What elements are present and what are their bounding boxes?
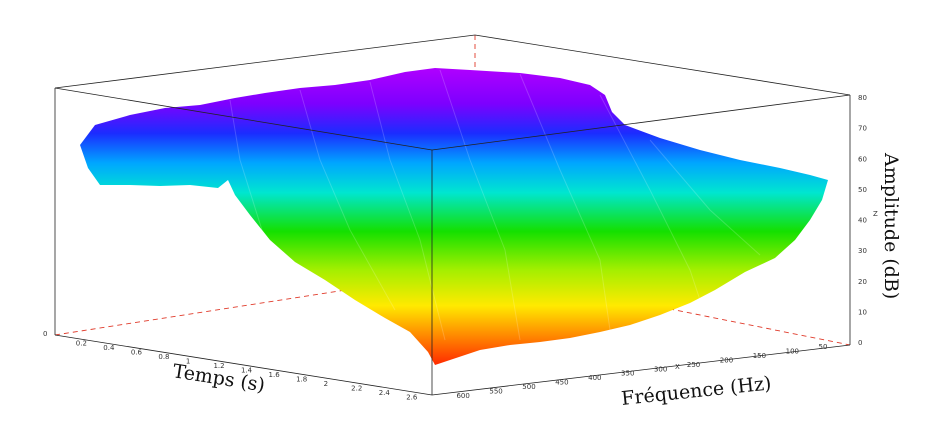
x-tick-label: 0.2 [76,339,87,347]
y-tick-label: 100 [786,348,799,356]
x-tick-label: 2.6 [406,394,418,402]
y-corner-tick: 0 [43,330,47,338]
x-tick-label: 1.2 [213,362,224,370]
x-tick-label: 2 [324,380,328,388]
x-tick-label: 1.6 [269,371,281,379]
surface-ridges [229,69,761,341]
z-tick-label: 50 [858,186,867,194]
x-tick-label: 2.2 [351,385,362,393]
y-tick-label: 350 [621,370,634,378]
y-tick-label: 300 [654,365,667,373]
x-tick-label: 1.8 [296,376,307,384]
y-tick-label: 50 [819,343,828,351]
x-tick-label: 1 [186,357,190,365]
y-tick-label: 450 [555,379,568,387]
z-tick-label: 30 [858,247,867,255]
z-tick-label: 20 [858,278,867,286]
z-tick-label: 40 [858,217,867,225]
x-tick-label: 0.8 [158,353,169,361]
z-axis-title: Amplitude (dB) [880,152,902,299]
y-tick-label: 550 [489,387,502,395]
z-inline-label: Z [873,210,878,218]
y-tick-label: 400 [588,374,601,382]
x-tick-label: 0.4 [103,344,115,352]
y-tick-label: 200 [720,356,733,364]
y-axis-title: Fréquence (Hz) [620,372,772,410]
y-tick-label: 250 [687,361,700,369]
ticks-layer: 0.20.40.60.811.21.41.61.822.22.42.6 60055… [76,94,867,402]
y-inline-label: X [675,363,680,371]
z-tick-label: 70 [858,125,867,133]
x-tick-label: 0.6 [131,348,143,356]
bounding-box [54,34,851,396]
z-tick-label: 0 [858,339,862,347]
surface [80,68,828,365]
z-tick-label: 60 [858,155,867,163]
x-tick-label: 1.4 [241,367,253,375]
z-tick-label: 10 [858,308,867,316]
x-tick-label: 2.4 [379,389,391,397]
y-tick-label: 150 [753,352,766,360]
y-tick-label: 600 [456,392,469,400]
y-tick-label: 500 [522,383,535,391]
z-tick-label: 80 [858,94,867,102]
